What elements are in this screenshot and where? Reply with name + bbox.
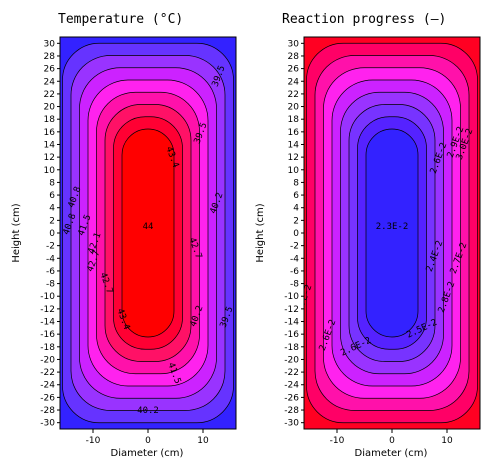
y-tick-label: -22	[284, 368, 299, 378]
contour-label: 40.2	[137, 406, 159, 416]
temperature-panel: Temperature (°C) 4443.443.442.742.742.74…	[11, 12, 237, 459]
y-tick-label: 18	[44, 115, 56, 125]
y-tick-label: -2	[46, 242, 55, 252]
y-tick-label: 24	[288, 77, 300, 87]
contour-bands: 4443.443.442.742.742.742.141.541.540.840…	[60, 37, 236, 429]
y-tick-label: -6	[46, 267, 55, 277]
y-tick-label: 18	[288, 115, 300, 125]
y-tick-label: -6	[290, 267, 299, 277]
x-tick-label: 10	[441, 436, 453, 446]
y-tick-label: 24	[44, 77, 56, 87]
y-tick-label: 16	[44, 128, 56, 138]
y-tick-label: -22	[40, 368, 55, 378]
reaction-progress-title: Reaction progress (–)	[282, 12, 446, 27]
x-tick-label: 10	[197, 436, 209, 446]
y-tick-label: 30	[44, 39, 56, 49]
y-tick-label: -12	[284, 305, 299, 315]
y-tick-label: 0	[293, 229, 299, 239]
reaction-progress-panel: Reaction progress (–) 2.3E-22.4E-22.5E-2…	[255, 12, 481, 459]
x-tick-label: 0	[389, 436, 395, 446]
y-tick-label: -18	[284, 343, 299, 353]
y-tick-label: -26	[284, 393, 299, 403]
y-tick-label: -20	[40, 355, 55, 365]
y-tick-label: 20	[44, 103, 56, 113]
y-tick-label: 10	[44, 166, 56, 176]
y-tick-label: 14	[288, 140, 300, 150]
y-tick-label: -16	[284, 330, 299, 340]
y-tick-label: 6	[293, 191, 299, 201]
y-tick-label: -12	[40, 305, 55, 315]
y-tick-label: 4	[293, 204, 299, 214]
temperature-plot-area: 4443.443.442.742.742.742.141.541.540.840…	[59, 36, 237, 430]
y-tick-label: -8	[46, 280, 55, 290]
y-tick-label: -4	[290, 254, 299, 264]
temperature-x-axis-label: Diameter (cm)	[111, 448, 184, 459]
x-tick-label: -10	[330, 436, 345, 446]
reaction-progress-axis-ticks: -10 0 10-30-28-26-24-22-20-18-16-14-12-10-…	[284, 39, 453, 446]
contour-bands: 2.3E-22.4E-22.5E-22.6E-2 2.6E-22.6E-22.7E…	[294, 37, 480, 429]
y-tick-label: -30	[284, 419, 299, 429]
contour-label: 2.7E-2	[294, 283, 315, 317]
contour-band-8	[365, 128, 419, 338]
y-tick-label: 28	[288, 52, 300, 62]
y-tick-label: 16	[288, 128, 300, 138]
y-tick-label: 26	[288, 65, 300, 75]
y-tick-label: 2	[293, 216, 299, 226]
contour-label: 44	[143, 222, 154, 232]
y-tick-label: -18	[40, 343, 55, 353]
y-tick-label: 4	[49, 204, 55, 214]
y-tick-label: 8	[293, 178, 299, 188]
y-tick-label: -20	[284, 355, 299, 365]
y-tick-label: 14	[44, 140, 56, 150]
x-tick-label: -10	[86, 436, 101, 446]
y-tick-label: 22	[44, 90, 55, 100]
y-tick-label: -24	[284, 381, 299, 391]
y-tick-label: 2	[49, 216, 55, 226]
y-tick-label: -14	[284, 318, 299, 328]
y-tick-label: 26	[44, 65, 56, 75]
y-tick-label: -30	[40, 419, 55, 429]
y-tick-label: -10	[40, 292, 55, 302]
reaction-progress-plot-area: 2.3E-22.4E-22.5E-22.6E-2 2.6E-22.6E-22.7E…	[294, 36, 481, 430]
y-tick-label: 20	[288, 103, 300, 113]
reaction-progress-x-axis-label: Diameter (cm)	[355, 448, 428, 459]
x-tick-label: 0	[145, 436, 151, 446]
reaction-progress-y-axis-label: Height (cm)	[255, 203, 266, 262]
y-tick-label: 22	[288, 90, 299, 100]
temperature-title: Temperature (°C)	[58, 12, 183, 27]
y-tick-label: 0	[49, 229, 55, 239]
y-tick-label: -14	[40, 318, 55, 328]
y-tick-label: 10	[288, 166, 300, 176]
y-tick-label: 6	[49, 191, 55, 201]
temperature-axis-ticks: -10 0 10-30-28-26-24-22-20-18-16-14-12-10-…	[40, 39, 209, 446]
y-tick-label: -2	[290, 242, 299, 252]
contour-band-8	[121, 128, 175, 338]
y-tick-label: 30	[288, 39, 300, 49]
y-tick-label: -10	[284, 292, 299, 302]
y-tick-label: -28	[40, 406, 55, 416]
y-tick-label: -16	[40, 330, 55, 340]
y-tick-label: -4	[46, 254, 55, 264]
y-tick-label: 8	[49, 178, 55, 188]
y-tick-label: 28	[44, 52, 56, 62]
temperature-y-axis-label: Height (cm)	[11, 203, 22, 262]
y-tick-label: -24	[40, 381, 55, 391]
y-tick-label: 12	[44, 153, 55, 163]
y-tick-label: -8	[290, 280, 299, 290]
y-tick-label: -26	[40, 393, 55, 403]
contour-label: 2.3E-2	[376, 222, 409, 232]
y-tick-label: -28	[284, 406, 299, 416]
y-tick-label: 12	[288, 153, 299, 163]
